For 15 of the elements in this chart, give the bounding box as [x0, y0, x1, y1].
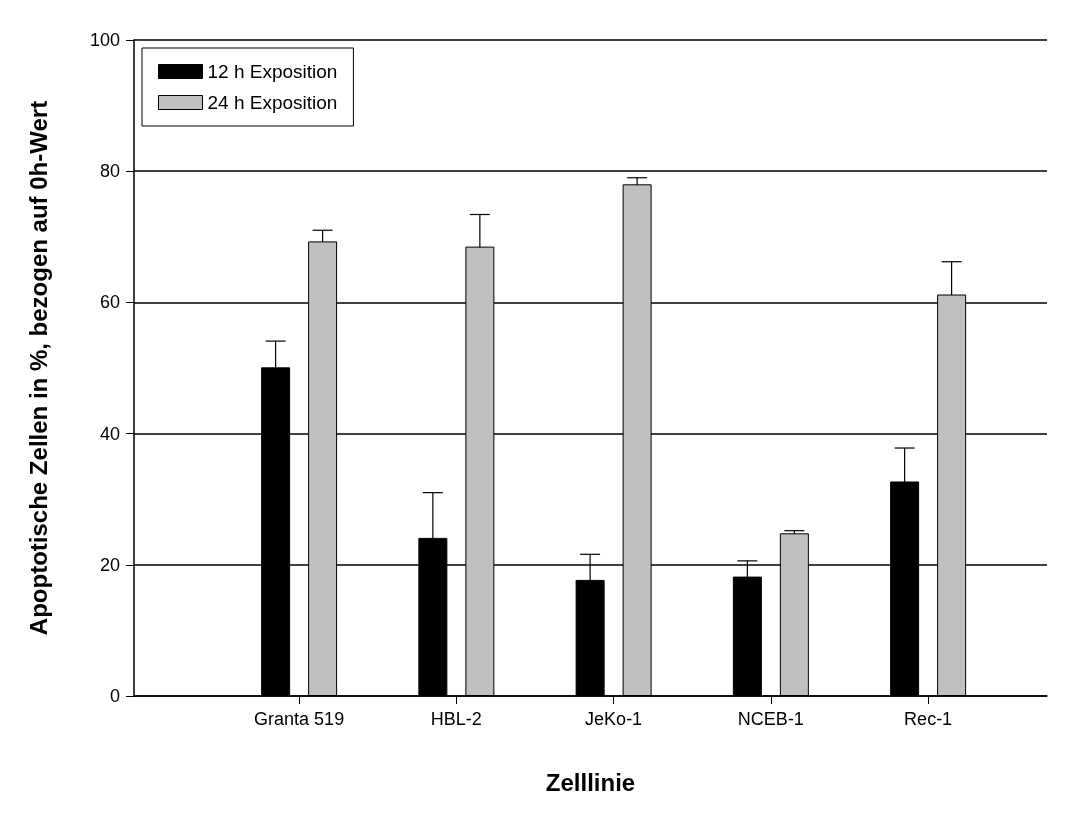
legend-label: 12 h Exposition [207, 61, 338, 82]
y-tick-label: 80 [99, 161, 120, 182]
x-axis-title: Zelllinie [545, 768, 636, 796]
x-tick-label: Rec-1 [904, 709, 953, 729]
y-tick-label: 0 [109, 686, 120, 706]
y-tick-label: 20 [99, 554, 120, 575]
x-tick-label: Granta 519 [254, 709, 345, 729]
x-tick-label: NCEB-1 [737, 709, 804, 729]
y-tick-label: 40 [99, 423, 120, 444]
legend-label: 24 h Exposition [207, 92, 338, 113]
x-tick-label: HBL-2 [430, 709, 482, 729]
x-tick-label: JeKo-1 [585, 709, 643, 729]
y-tick-label: 100 [89, 30, 120, 50]
y-tick-label: 60 [99, 292, 120, 313]
y-axis-title: Apoptotische Zellen in %, bezogen auf 0h-Wert [24, 100, 52, 636]
